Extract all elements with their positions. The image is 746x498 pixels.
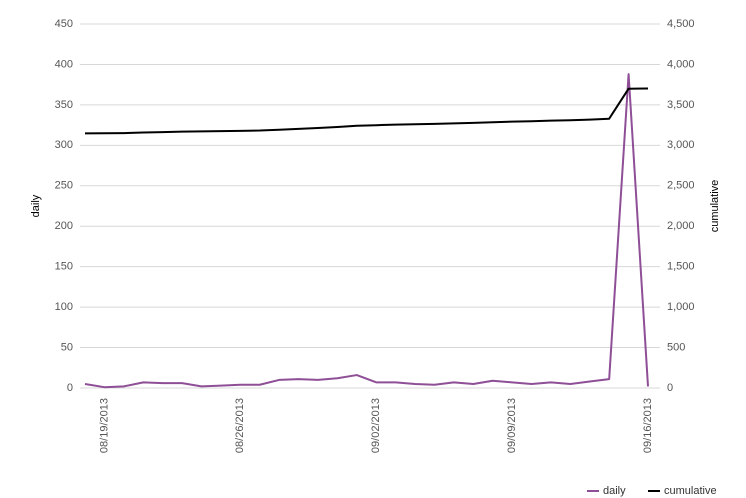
x-tick-label: 09/09/2013	[506, 398, 518, 453]
y-tick-label: 450	[55, 18, 73, 30]
legend-label: daily	[603, 485, 626, 497]
y2-tick-label: 2,000	[667, 220, 695, 232]
y2-tick-label: 0	[667, 382, 673, 394]
y-tick-label: 400	[55, 58, 73, 70]
y-tick-label: 250	[55, 180, 73, 192]
x-tick-label: 08/26/2013	[234, 398, 246, 453]
y-axis-label: daily	[30, 194, 42, 217]
y-tick-label: 150	[55, 261, 73, 273]
legend-label: cumulative	[664, 485, 717, 497]
y-tick-label: 100	[55, 301, 73, 313]
y2-tick-label: 4,000	[667, 58, 695, 70]
y2-tick-label: 2,500	[667, 180, 695, 192]
y2-tick-label: 1,500	[667, 261, 695, 273]
y2-tick-label: 1,000	[667, 301, 695, 313]
x-tick-label: 09/16/2013	[642, 398, 654, 453]
series-line	[84, 87, 649, 135]
series-line	[84, 73, 649, 389]
x-tick-label: 08/19/2013	[98, 398, 110, 453]
y2-tick-label: 4,500	[667, 18, 695, 30]
y-tick-label: 200	[55, 220, 73, 232]
y-tick-label: 0	[67, 382, 73, 394]
y2-tick-label: 3,500	[667, 99, 695, 111]
y2-tick-label: 500	[667, 341, 685, 353]
y2-axis-label: cumulative	[709, 180, 721, 233]
x-tick-label: 09/02/2013	[370, 398, 382, 453]
y-tick-label: 350	[55, 99, 73, 111]
y-tick-label: 50	[61, 341, 73, 353]
y2-tick-label: 3,000	[667, 139, 695, 151]
y-tick-label: 300	[55, 139, 73, 151]
